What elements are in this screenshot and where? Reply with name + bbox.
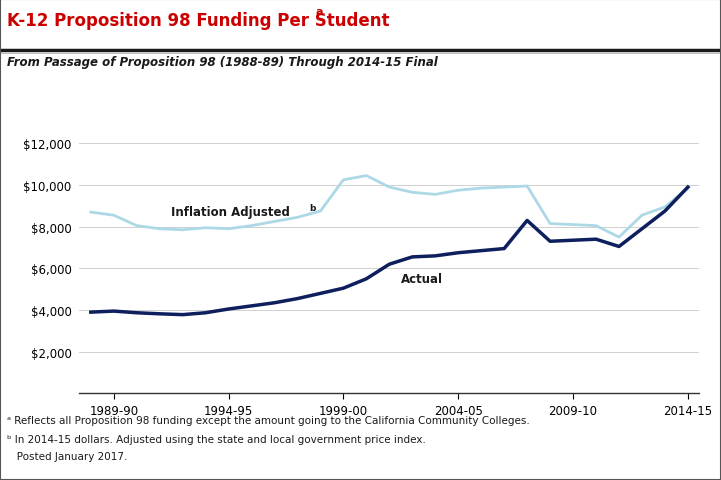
Text: ᵇ In 2014-15 dollars. Adjusted using the state and local government price index.: ᵇ In 2014-15 dollars. Adjusted using the… [7, 434, 426, 444]
Text: Actual: Actual [401, 273, 443, 286]
Text: From Passage of Proposition 98 (1988-89) Through 2014-15 Final: From Passage of Proposition 98 (1988-89)… [7, 56, 438, 69]
Text: ᵃ Reflects all Proposition 98 funding except the amount going to the California : ᵃ Reflects all Proposition 98 funding ex… [7, 415, 530, 425]
Text: b: b [309, 204, 315, 213]
Text: Posted January 2017.: Posted January 2017. [7, 451, 128, 461]
Text: a: a [315, 7, 322, 17]
Text: Inflation Adjusted: Inflation Adjusted [171, 206, 290, 219]
Text: K-12 Proposition 98 Funding Per Student: K-12 Proposition 98 Funding Per Student [7, 12, 390, 30]
